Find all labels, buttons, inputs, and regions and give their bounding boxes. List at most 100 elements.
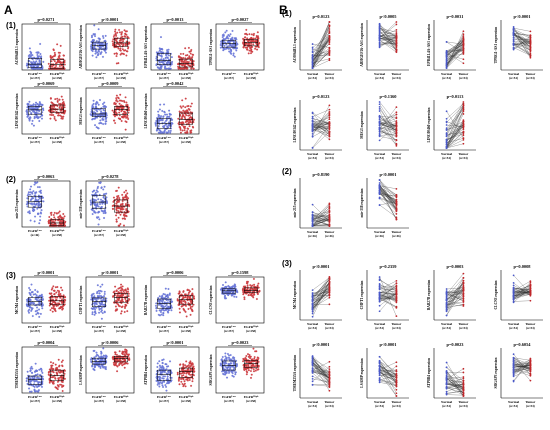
- high-group-point: [181, 124, 184, 127]
- high-group-point: [124, 307, 126, 309]
- low-group-point: [28, 212, 31, 215]
- low-group-point: [94, 202, 96, 205]
- low-group-point: [33, 388, 36, 391]
- normal-point: [378, 22, 381, 25]
- low-group-point: [160, 119, 162, 122]
- low-group-point: [165, 389, 168, 392]
- high-group-point: [187, 368, 190, 371]
- panel-a-plot: CHFT1 expressionp<0.0001EGFRLow(n=257)EG…: [79, 270, 135, 333]
- group-n-label: (n=54): [526, 76, 535, 80]
- high-group-point: [56, 372, 58, 375]
- low-group-point: [99, 302, 101, 305]
- low-group-point: [95, 205, 98, 208]
- low-group-point: [224, 286, 227, 289]
- high-group-point: [112, 361, 115, 364]
- low-group-point: [42, 60, 45, 63]
- high-group-point: [179, 67, 182, 70]
- low-group-point: [231, 359, 234, 362]
- group-n-label: (n=257): [94, 76, 104, 80]
- high-group-point: [115, 362, 117, 365]
- p-value-label: p=0.0278: [101, 174, 119, 179]
- tumor-point: [529, 34, 532, 37]
- low-group-point: [28, 287, 31, 289]
- high-group-point: [114, 102, 117, 105]
- low-group-point: [167, 382, 170, 385]
- tumor-point: [328, 123, 331, 125]
- box: [156, 53, 171, 65]
- low-group-point: [224, 355, 227, 358]
- high-group-point: [117, 304, 120, 307]
- high-group-point: [191, 56, 194, 58]
- high-group-point: [122, 196, 124, 199]
- high-group-point: [189, 365, 192, 368]
- panel-a-plot: mir-215 expressionp=0.0063EGFRLow(n=46)E…: [15, 174, 71, 237]
- high-group-point: [47, 222, 50, 225]
- normal-point: [311, 50, 314, 52]
- high-group-point: [246, 280, 248, 283]
- high-group-point: [115, 289, 118, 292]
- low-group-point: [31, 291, 34, 293]
- high-group-point: [118, 207, 121, 210]
- low-group-point: [97, 223, 100, 226]
- low-group-point: [28, 387, 31, 390]
- high-group-point: [126, 116, 129, 119]
- normal-point: [378, 34, 381, 37]
- high-group-point: [120, 312, 123, 315]
- low-group-point: [94, 302, 97, 305]
- low-group-point: [29, 193, 31, 196]
- low-group-point: [94, 117, 97, 120]
- high-group-point: [114, 32, 117, 35]
- high-group-point: [49, 292, 52, 295]
- high-group-point: [50, 219, 53, 222]
- low-group-point: [222, 362, 225, 364]
- low-group-point: [162, 62, 165, 65]
- low-group-point: [39, 102, 42, 105]
- low-group-point: [40, 192, 43, 194]
- low-group-point: [35, 191, 38, 194]
- low-group-point: [102, 55, 104, 58]
- high-group-point: [258, 290, 261, 293]
- high-group-point: [116, 206, 119, 209]
- group-n-label: (n=258): [52, 76, 62, 80]
- normal-point: [378, 127, 381, 130]
- normal-point: [512, 43, 515, 46]
- high-group-point: [60, 286, 63, 289]
- low-group-point: [102, 354, 105, 357]
- high-group-point: [192, 53, 195, 56]
- low-group-point: [223, 288, 226, 291]
- low-group-point: [95, 40, 98, 43]
- high-group-point: [180, 375, 183, 377]
- tumor-point: [328, 104, 331, 107]
- high-group-point: [185, 109, 188, 112]
- low-group-point: [167, 311, 170, 314]
- high-group-point: [182, 384, 185, 386]
- high-group-point: [56, 97, 59, 100]
- tumor-point: [395, 134, 398, 137]
- high-group-point: [57, 211, 60, 214]
- panel-b-section-1-label: (1): [282, 9, 292, 18]
- low-group-point: [26, 197, 29, 200]
- high-group-point: [54, 296, 57, 299]
- tumor-point: [395, 49, 398, 52]
- low-group-point: [33, 385, 36, 388]
- low-group-point: [161, 119, 164, 122]
- low-group-point: [160, 36, 162, 39]
- low-group-point: [28, 210, 31, 213]
- high-group-point: [179, 131, 182, 134]
- high-group-point: [117, 47, 120, 50]
- low-group-point: [159, 381, 162, 384]
- low-group-point: [170, 309, 173, 312]
- low-group-point: [167, 50, 170, 53]
- low-group-point: [230, 44, 233, 47]
- pair-line: [446, 108, 464, 134]
- low-group-point: [97, 365, 100, 368]
- panel-a-plot: LINC00342 expressionp=0.0069EGFRLow(n=25…: [15, 81, 71, 144]
- low-group-point: [35, 199, 38, 202]
- high-group-point: [256, 31, 259, 34]
- low-group-point: [167, 67, 170, 70]
- panel-a-plot: SRGAP3 expressionp=0.0023EGFRLow(n=257)E…: [209, 340, 265, 403]
- high-group-point: [247, 369, 250, 372]
- tumor-point: [462, 58, 465, 61]
- low-group-point: [90, 46, 93, 49]
- p-value-label: p<0.0001: [101, 270, 118, 275]
